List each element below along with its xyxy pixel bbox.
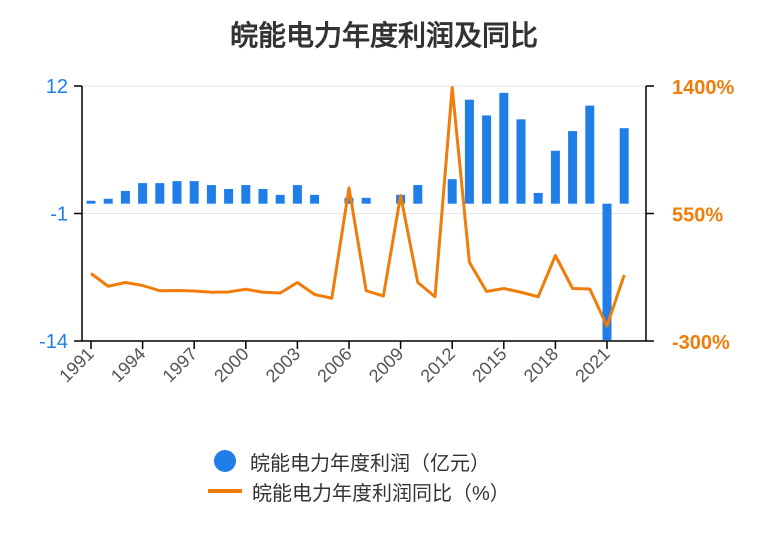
bar-2000 [241, 185, 251, 204]
left-tick-label-1: -1 [50, 204, 68, 226]
x-tick-label-2009: 2009 [365, 344, 407, 386]
x-tick-label-2006: 2006 [313, 344, 355, 386]
legend-label-yoy: 皖能电力年度利润同比（%） [252, 482, 510, 505]
bar-1997 [189, 181, 199, 204]
right-tick-label-1: 550% [672, 205, 723, 227]
bar-1999 [224, 188, 234, 204]
bar-1996 [172, 181, 182, 204]
bar-2007 [361, 197, 371, 204]
bar-1998 [206, 185, 216, 204]
legend-line-swatch [208, 489, 242, 493]
bar-1991 [86, 200, 96, 204]
bar-1995 [155, 183, 165, 204]
x-tick-label-2021: 2021 [571, 344, 613, 386]
x-tick-label-2018: 2018 [520, 344, 562, 386]
left-tick-label-0: 12 [46, 76, 68, 98]
right-tick-label-0: 1400% [672, 77, 734, 99]
bar-2013 [464, 99, 474, 204]
bar-2006 [344, 197, 354, 204]
yoy-line [90, 86, 626, 328]
bar-2012 [447, 179, 457, 204]
bar-2001 [258, 188, 268, 204]
bar-2003 [292, 185, 302, 204]
x-tick-label-1997: 1997 [159, 344, 201, 386]
x-tick-label-1994: 1994 [107, 344, 149, 386]
legend: 皖能电力年度利润（亿元） 皖能电力年度利润同比（%） [208, 446, 510, 506]
legend-item-yoy[interactable]: 皖能电力年度利润同比（%） [208, 476, 510, 506]
bar-2004 [310, 194, 320, 204]
left-tick-label-2: -14 [39, 331, 68, 353]
legend-item-profit[interactable]: 皖能电力年度利润（亿元） [212, 446, 510, 476]
bar-2010 [413, 185, 423, 204]
bar-2019 [568, 131, 578, 204]
bar-2014 [482, 115, 492, 204]
x-tick-label-2015: 2015 [468, 344, 510, 386]
bar-1993 [120, 190, 130, 204]
bar-2020 [585, 105, 595, 204]
legend-label-profit: 皖能电力年度利润（亿元） [250, 452, 490, 475]
bar-2022 [619, 128, 629, 204]
x-tick-label-2000: 2000 [210, 344, 252, 386]
bar-2018 [550, 150, 560, 204]
bar-2017 [533, 192, 543, 204]
bar-1992 [103, 198, 113, 204]
bar-2016 [516, 119, 526, 204]
x-tick-label-2003: 2003 [262, 344, 304, 386]
right-tick-label-2: -300% [672, 332, 730, 354]
legend-bar-swatch [214, 450, 236, 472]
bar-2015 [499, 92, 509, 204]
chart-title: 皖能电力年度利润及同比 [229, 20, 538, 51]
bar-1994 [138, 183, 148, 204]
x-tick-label-2012: 2012 [417, 344, 459, 386]
bar-2021 [602, 203, 612, 341]
bar-2002 [275, 194, 285, 204]
